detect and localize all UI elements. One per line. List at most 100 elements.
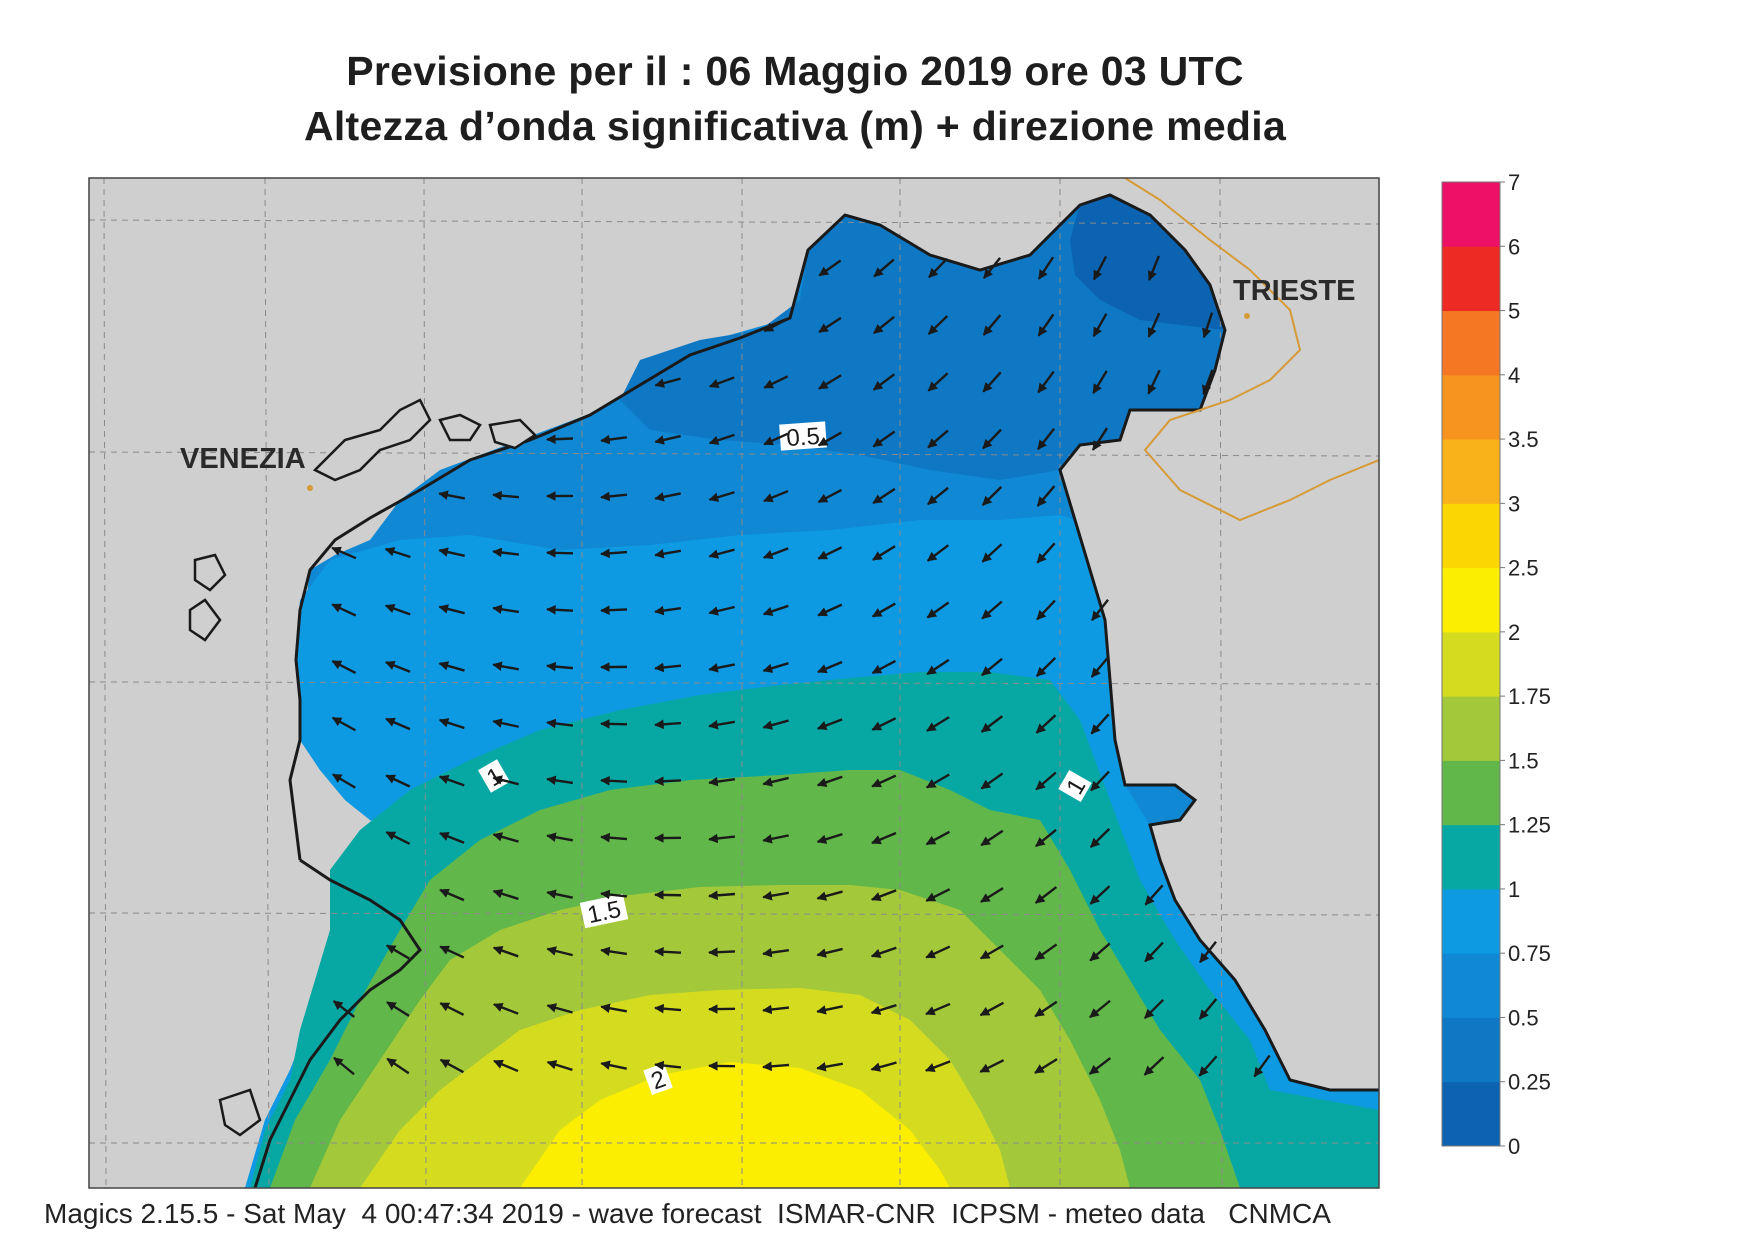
direction-arrow <box>600 775 628 786</box>
direction-arrow <box>600 548 628 559</box>
direction-arrow <box>817 660 843 674</box>
direction-arrow <box>708 548 735 559</box>
direction-arrow <box>979 1001 1005 1017</box>
direction-arrow <box>331 660 357 674</box>
direction-arrow <box>873 315 895 335</box>
direction-arrow <box>1253 1054 1271 1078</box>
direction-arrow <box>871 831 897 845</box>
direction-arrow <box>925 773 950 789</box>
direction-arrow <box>925 945 951 959</box>
contour-label-0.5: 0.5 <box>779 421 827 452</box>
direction-arrow <box>439 1058 465 1074</box>
direction-arrow <box>492 718 519 728</box>
direction-arrow <box>1037 313 1055 337</box>
svg-text:0.5: 0.5 <box>786 423 821 452</box>
direction-arrow <box>492 832 519 843</box>
direction-arrow <box>384 604 411 616</box>
direction-arrow <box>926 716 950 732</box>
direction-arrow <box>981 543 1003 563</box>
direction-arrow <box>817 603 843 617</box>
legend-label: 0 <box>1508 1134 1520 1159</box>
direction-arrow <box>763 432 789 446</box>
legend-swatch <box>1442 1017 1500 1083</box>
direction-arrow <box>872 545 896 561</box>
direction-arrow <box>870 946 897 958</box>
wave-band-0 <box>1070 195 1225 330</box>
direction-arrow <box>654 662 682 673</box>
direction-arrow <box>654 492 681 502</box>
direction-arrow <box>1088 1057 1112 1075</box>
direction-arrow <box>708 776 736 787</box>
legend-swatch <box>1442 246 1500 312</box>
direction-arrow <box>708 376 735 389</box>
direction-arrow <box>546 604 574 615</box>
direction-arrow <box>546 548 574 558</box>
direction-arrow <box>870 1061 897 1072</box>
direction-arrow <box>925 1002 951 1016</box>
direction-arrow <box>385 717 411 731</box>
direction-arrow <box>654 946 682 957</box>
direction-arrow <box>331 716 356 732</box>
direction-arrow <box>493 1059 519 1073</box>
direction-arrow <box>816 833 843 844</box>
direction-arrow <box>927 315 949 335</box>
direction-arrow <box>817 546 843 560</box>
direction-arrow <box>927 486 949 506</box>
direction-arrow <box>600 719 628 729</box>
legend-label: 2.5 <box>1508 556 1539 581</box>
legend-swatch <box>1442 374 1500 440</box>
direction-arrow <box>763 375 789 389</box>
direction-arrow <box>439 945 465 959</box>
direction-arrow <box>762 662 789 673</box>
direction-arrow <box>982 314 1002 336</box>
direction-arrow <box>385 944 410 960</box>
direction-arrow <box>1144 941 1164 963</box>
direction-arrow <box>818 259 842 277</box>
direction-arrow <box>981 600 1003 620</box>
direction-arrow <box>492 661 520 671</box>
direction-arrow <box>708 605 735 616</box>
legend-swatch <box>1442 567 1500 633</box>
direction-arrow <box>1143 1056 1165 1076</box>
direction-arrow <box>331 773 356 789</box>
direction-arrow <box>979 944 1004 960</box>
forecast-subtitle: Altezza d’onda significativa (m) + direz… <box>303 103 1287 149</box>
direction-arrow <box>708 663 735 673</box>
direction-arrow <box>438 718 465 730</box>
legend-label: 0.5 <box>1508 1005 1539 1030</box>
direction-arrow <box>708 720 736 730</box>
direction-arrow <box>871 659 897 675</box>
direction-arrow <box>762 1004 790 1015</box>
legend-label: 3.5 <box>1508 427 1539 452</box>
direction-arrow <box>654 776 682 786</box>
wave-direction-arrows <box>331 255 1271 1078</box>
legend-label: 1 <box>1508 877 1520 902</box>
direction-arrow <box>439 888 465 902</box>
direction-arrow <box>980 715 1004 733</box>
direction-arrow <box>1036 599 1056 621</box>
direction-arrow <box>708 833 736 844</box>
direction-arrow <box>1034 1000 1058 1018</box>
direction-arrow <box>982 257 1002 279</box>
direction-arrow <box>654 719 682 730</box>
direction-arrow <box>385 660 411 673</box>
direction-arrow <box>1143 998 1165 1020</box>
footer-credits: Magics 2.15.5 - Sat May 4 00:47:34 2019 … <box>44 1198 1331 1229</box>
direction-arrow <box>1036 428 1056 450</box>
direction-arrow <box>331 546 357 560</box>
direction-arrow <box>654 434 681 445</box>
legend-label: 1.25 <box>1508 813 1551 838</box>
direction-arrow <box>870 1003 897 1015</box>
direction-arrow <box>332 1000 356 1018</box>
direction-arrow <box>600 605 628 615</box>
direction-arrow <box>816 1005 843 1015</box>
direction-arrow <box>927 372 949 392</box>
direction-arrow <box>1201 369 1214 396</box>
direction-arrow <box>654 377 681 388</box>
direction-arrow <box>1198 1055 1218 1077</box>
direction-arrow <box>1198 998 1218 1020</box>
direction-arrow <box>546 775 574 786</box>
direction-arrow <box>1090 656 1110 678</box>
venezia-marker <box>307 485 313 491</box>
